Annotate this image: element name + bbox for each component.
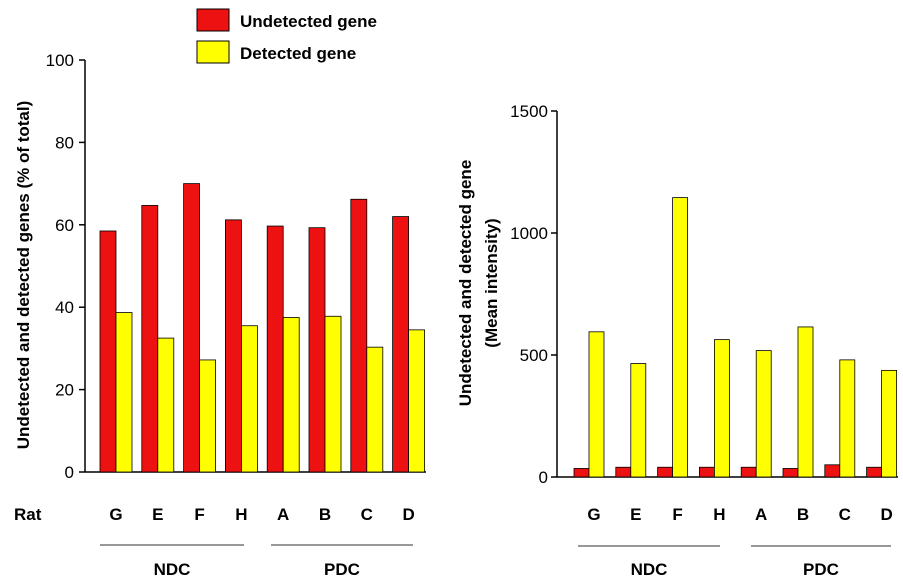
right-bar-detected-B [797,326,814,478]
left-category-label: C [361,505,373,524]
right-bar-detected-F [672,197,688,478]
left-group-label-ndc: NDC [154,560,191,579]
left-bar-detected-B [324,315,342,473]
left-category-label: D [402,505,414,524]
right-y-axis-label-line1: Undetected and detected gene [456,160,475,407]
left-bar-undetected-H [224,219,242,473]
left-category-label: E [152,505,163,524]
right-group-label-ndc: NDC [631,560,668,579]
left-bar-detected-E [157,337,175,473]
left-bar-detected-C [366,346,384,473]
right-y-tick-label: 0 [539,468,548,487]
legend-swatch-detected [196,40,230,64]
left-bar-detected-D [408,329,426,473]
left-bar-detected-A [282,317,300,473]
left-bar-undetected-B [308,227,326,473]
left-y-tick-label: 20 [55,381,74,400]
left-bar-undetected-C [350,198,368,473]
right-category-label: F [672,505,682,524]
right-y-axis-label-line2: (Mean intensity) [482,218,501,347]
right-category-label: C [839,505,851,524]
right-bar-detected-E [630,363,647,478]
legend-label-undetected: Undetected gene [240,12,377,31]
left-y-tick-label: 0 [65,463,74,482]
left-bar-undetected-G [99,230,117,473]
right-category-label: B [797,505,809,524]
left-bar-undetected-A [266,225,284,473]
left-chart: 0 20 40 60 80 100 G E F H A B C D NDC PDC [46,51,426,579]
right-bar-detected-H [714,339,730,478]
right-bar-undetected-C [824,464,841,478]
right-bar-detected-D [881,369,897,478]
right-category-label: D [880,505,892,524]
left-category-label: F [194,505,204,524]
left-category-label: G [109,505,122,524]
right-y-tick-label: 1500 [510,102,548,121]
legend-label-detected: Detected gene [240,44,356,63]
right-bar-undetected-D [866,466,882,478]
right-group-label-pdc: PDC [803,560,839,579]
right-category-label: E [630,505,641,524]
right-category-label: G [587,505,600,524]
right-bar-undetected-E [615,466,632,478]
right-bar-undetected-A [740,466,757,478]
left-bar-detected-H [240,325,258,473]
right-category-label: A [755,505,767,524]
right-bar-undetected-F [657,466,673,478]
right-bar-undetected-G [573,468,590,478]
left-bar-undetected-E [141,205,159,473]
left-y-tick-label: 60 [55,216,74,235]
left-rat-label: Rat [14,505,42,524]
right-bar-undetected-H [699,466,715,478]
right-bar-detected-A [755,350,772,478]
left-y-tick-label: 80 [55,133,74,152]
legend-swatch-undetected [196,8,230,32]
right-category-label: H [713,505,725,524]
left-group-label-pdc: PDC [324,560,360,579]
right-bar-detected-C [839,359,856,478]
left-category-label: A [277,505,289,524]
right-y-tick-label: 500 [520,346,548,365]
right-bar-undetected-B [782,468,799,478]
left-bar-undetected-F [183,183,201,473]
right-y-tick-label: 1000 [510,224,548,243]
legend: Undetected gene Detected gene [196,8,377,64]
right-chart: 0 500 1000 1500 G E F H A B C D NDC PDC [510,102,898,579]
left-y-tick-label: 100 [46,51,74,70]
right-bar-detected-G [588,331,605,478]
left-category-label: H [235,505,247,524]
left-y-tick-label: 40 [55,298,74,317]
left-y-axis-label: Undetected and detected genes (% of tota… [14,101,33,450]
left-bar-detected-G [115,312,133,473]
left-category-label: B [319,505,331,524]
left-bar-detected-F [199,359,217,473]
left-bar-undetected-D [392,216,410,473]
